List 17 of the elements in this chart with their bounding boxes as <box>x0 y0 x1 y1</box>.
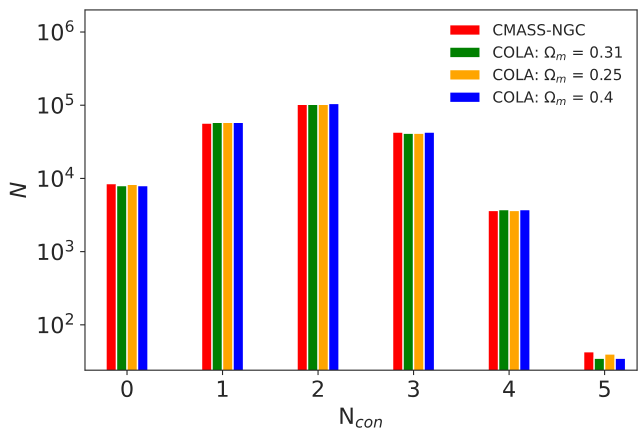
y-tick-label: 10$^{2}$ <box>38 313 73 334</box>
x-tick-label: 2 <box>312 380 323 397</box>
legend-label: COLA: Ω$_{m}$ = 0.31 <box>493 46 622 60</box>
x-tick-label: 1 <box>218 380 228 397</box>
y-tick-label: 10$^{5}$ <box>38 94 74 114</box>
x-tick-label: 5 <box>599 380 610 398</box>
y-axis-title: N <box>10 182 26 198</box>
x-tick-label: 0 <box>121 380 133 398</box>
x-axis-title: N$_{con}$ <box>340 408 382 428</box>
x-tick-label: 3 <box>408 380 419 398</box>
y-tick-label: 10$^{6}$ <box>38 20 74 41</box>
legend-label: CMASS-NGC <box>493 24 585 36</box>
legend-label: COLA: Ω$_{m}$ = 0.25 <box>493 68 622 83</box>
legend-label: COLA: Ω$_{m}$ = 0.4 <box>493 91 613 106</box>
y-tick-label: 10$^{3}$ <box>38 240 74 260</box>
x-tick-label: 4 <box>503 380 515 397</box>
y-tick-label: 10$^{4}$ <box>38 166 74 188</box>
